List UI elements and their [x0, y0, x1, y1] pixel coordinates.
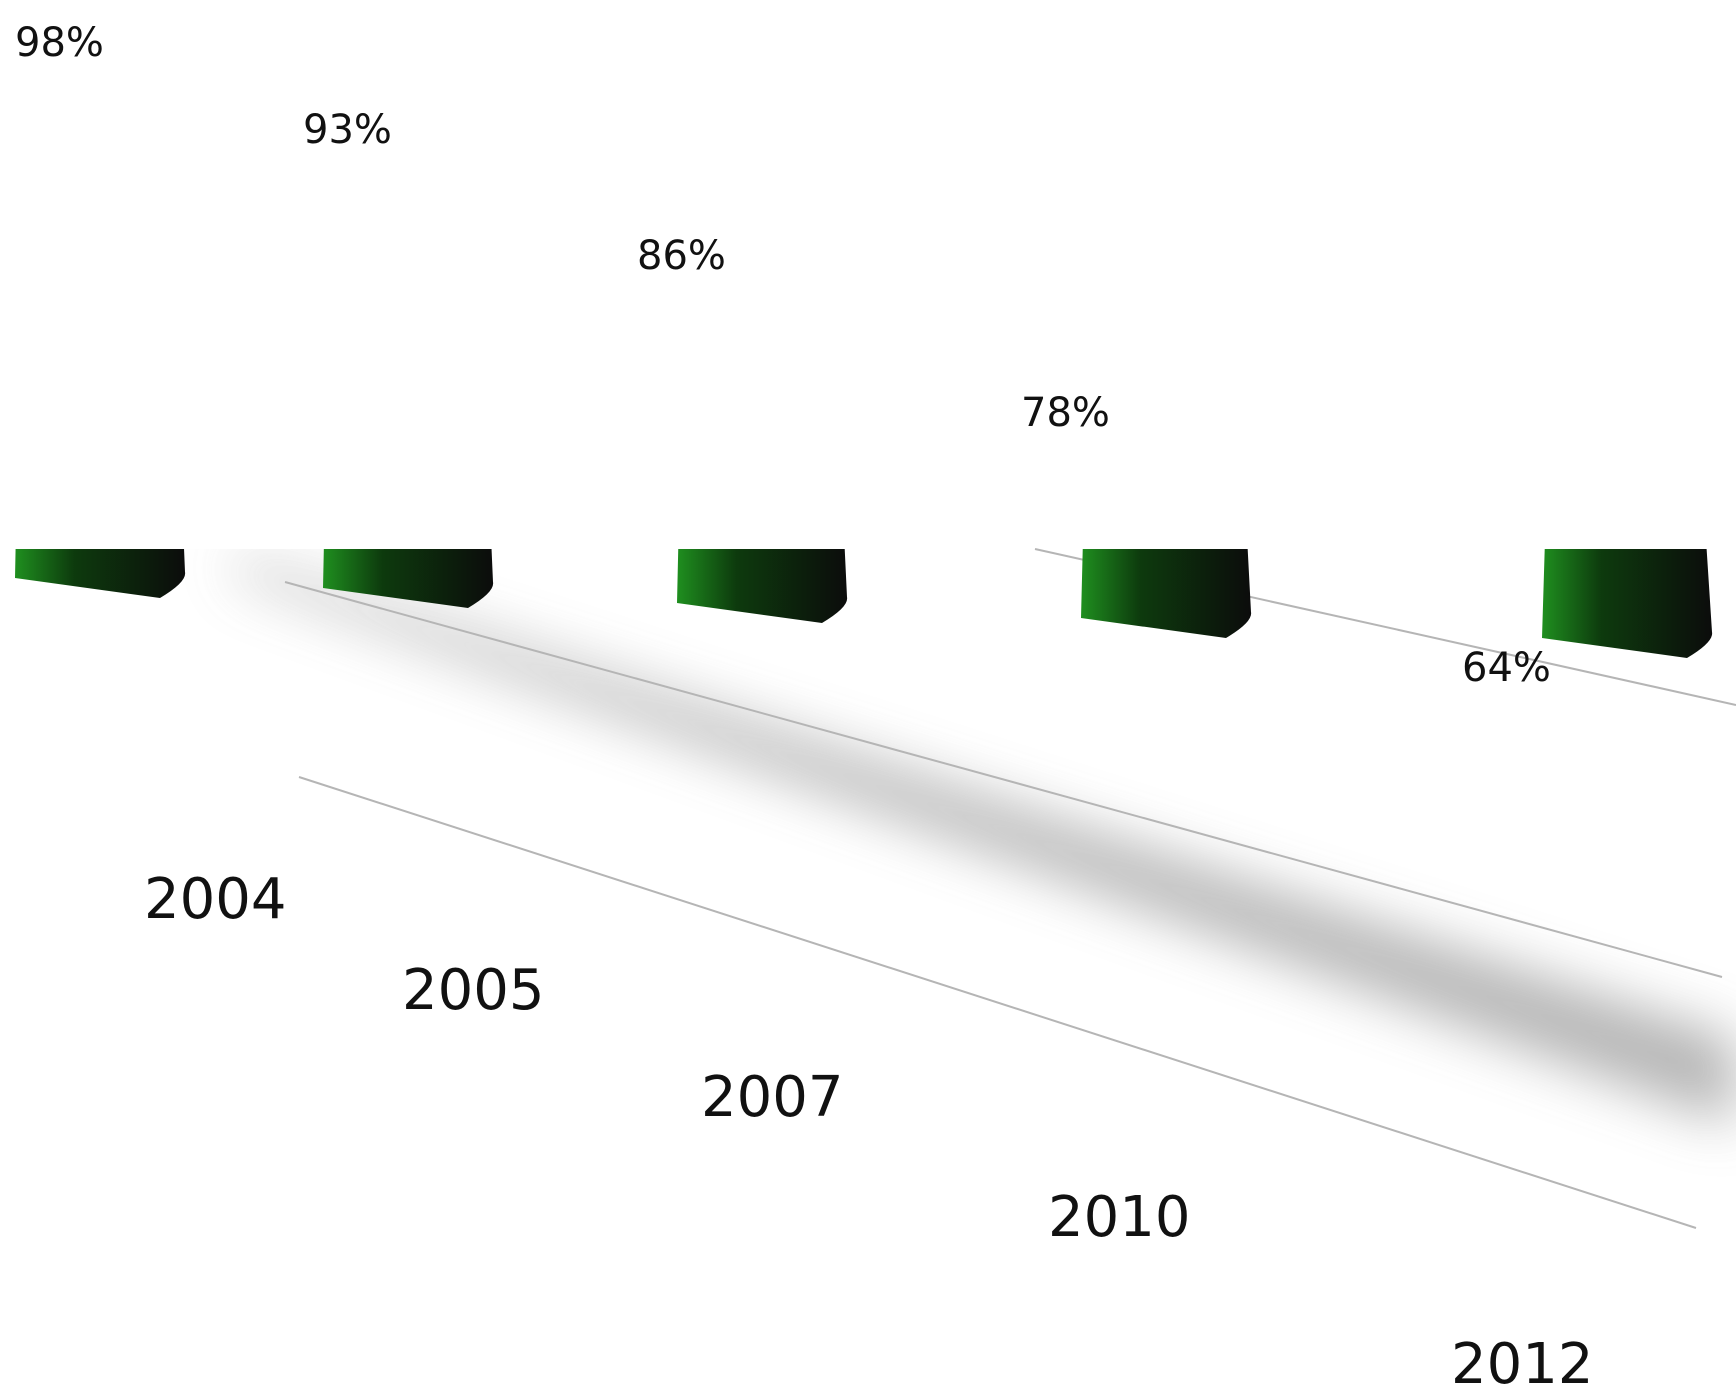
value-label-2004: 98%	[15, 20, 104, 66]
category-label-2004: 2004	[144, 867, 287, 932]
value-label-2007: 86%	[637, 233, 726, 279]
category-label-2010: 2010	[1048, 1185, 1191, 1250]
value-labels: 98% 93% 86% 78% 64%	[15, 20, 1551, 691]
floor-shadow	[230, 555, 1736, 1125]
bar-2007	[677, 549, 848, 623]
grid-line	[284, 581, 1723, 978]
bar-2012	[1542, 549, 1713, 658]
category-label-2005: 2005	[402, 958, 545, 1023]
value-label-2010: 78%	[1021, 390, 1110, 436]
bar-2005	[323, 549, 494, 608]
category-label-2012: 2012	[1451, 1332, 1594, 1395]
category-label-2007: 2007	[701, 1065, 844, 1130]
bar-2010	[1081, 549, 1252, 638]
bar-2004	[15, 549, 186, 598]
value-label-2012: 64%	[1462, 645, 1551, 691]
bars	[15, 549, 1713, 658]
category-labels: 2004 2005 2007 2010 2012	[144, 867, 1594, 1395]
grid-line	[298, 776, 1697, 1229]
value-label-2005: 93%	[303, 107, 392, 153]
